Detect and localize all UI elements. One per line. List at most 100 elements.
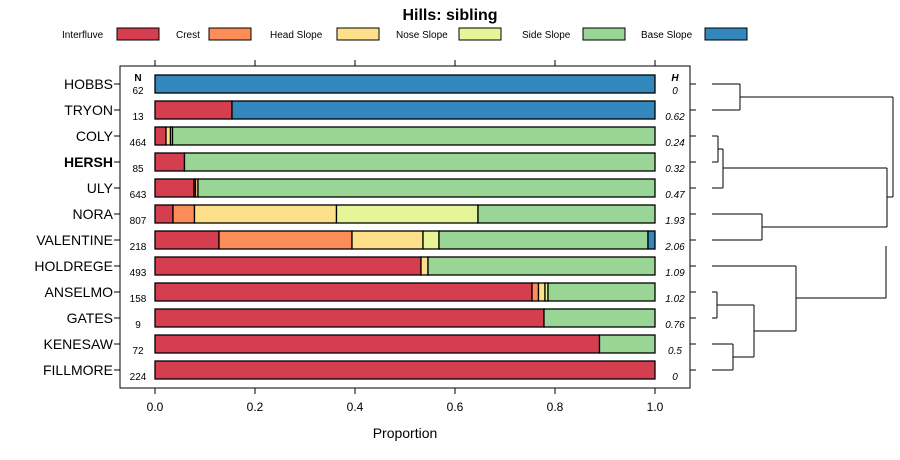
bar-segment-interfluve — [154, 282, 533, 302]
bar-row: ULY 643 0.47 — [87, 178, 685, 201]
h-header: H — [671, 73, 679, 84]
x-tick-label: 0.2 — [247, 400, 264, 414]
row-n: 807 — [130, 216, 147, 227]
row-n: 85 — [132, 164, 144, 175]
row-label: VALENTINE — [36, 232, 113, 248]
row-h: 1.93 — [665, 216, 685, 227]
bar-segment-interfluve — [154, 256, 422, 276]
dendrogram-branch — [723, 167, 888, 228]
row-label: GATES — [67, 310, 113, 326]
row-n: 9 — [135, 320, 141, 331]
row-label: HOLDREGE — [34, 258, 113, 274]
row-h: 1.09 — [665, 268, 685, 279]
plot-frame — [119, 65, 691, 389]
row-label: ANSELMO — [45, 284, 114, 300]
row-n: 464 — [130, 138, 147, 149]
bar-segment-crest — [172, 204, 196, 224]
legend-swatch — [704, 27, 748, 41]
chart-title: Hills: sibling — [402, 7, 497, 24]
row-n: 224 — [130, 372, 147, 383]
bar-segment-interfluve — [154, 152, 186, 172]
row-h: 2.06 — [664, 242, 685, 253]
bar-row: KENESAW 72 0.5 — [44, 334, 682, 357]
bar-segment-side-slope — [477, 204, 656, 224]
dendrogram-branch — [712, 83, 741, 111]
bar-segment-side-slope — [598, 334, 656, 354]
row-h: 0.76 — [665, 320, 685, 331]
dendrogram-branch — [717, 304, 755, 358]
bar-segment-interfluve — [154, 100, 233, 120]
legend-swatch — [336, 27, 380, 41]
bar-row: GATES 9 0.76 — [67, 308, 685, 331]
x-tick-label: 0.0 — [147, 400, 164, 414]
x-axis-label: Proportion — [373, 425, 438, 441]
row-n: 13 — [132, 112, 144, 123]
bar-segment-interfluve — [154, 126, 167, 146]
bar-segment-nose-slope — [422, 230, 440, 250]
x-tick-label: 0.4 — [347, 400, 364, 414]
bar-row: HERSH 85 0.32 — [64, 152, 685, 175]
bar-segment-crest — [531, 282, 540, 302]
bar-row: VALENTINE 218 2.06 — [36, 230, 685, 253]
bar-row: FILLMORE 224 0 — [43, 360, 678, 383]
bar-segment-head-slope — [537, 282, 546, 302]
x-axis: 0.0 0.2 0.4 0.6 0.8 1.0 — [114, 60, 696, 414]
x-tick-label: 0.6 — [447, 400, 464, 414]
dendrogram-branch — [796, 246, 887, 299]
legend-swatch — [582, 27, 626, 41]
row-n: 62 — [132, 86, 144, 97]
dendrogram-branch — [712, 343, 734, 371]
legend-swatch — [458, 27, 502, 41]
bar-row: ANSELMO 158 1.02 — [45, 282, 685, 305]
legend-label: Side Slope — [522, 30, 571, 41]
bar-segment-interfluve — [154, 204, 174, 224]
row-h: 1.02 — [665, 294, 685, 305]
bar-segment-interfluve — [154, 334, 601, 354]
row-h: 0.47 — [665, 190, 685, 201]
row-label: HOBBS — [64, 76, 113, 92]
bar-segment-base-slope — [647, 230, 656, 250]
bar-segment-side-slope — [543, 308, 656, 328]
dendrogram-branch — [740, 96, 894, 198]
bar-segment-side-slope — [171, 126, 656, 146]
row-label: KENESAW — [44, 336, 114, 352]
dendrogram-branch — [712, 291, 718, 319]
row-label: NORA — [73, 206, 114, 222]
dendrogram-branch — [712, 135, 719, 163]
row-label: ULY — [87, 180, 114, 196]
legend: Interfluve Crest Head Slope Nose Slope Side … — [62, 27, 748, 41]
row-label: HERSH — [64, 154, 113, 170]
row-h: 0.5 — [668, 346, 682, 357]
bar-row: NORA 807 1.93 — [73, 204, 685, 227]
row-label: TRYON — [64, 102, 113, 118]
legend-label: Head Slope — [270, 30, 323, 41]
row-label: FILLMORE — [43, 362, 113, 378]
bar-segment-head-slope — [351, 230, 424, 250]
bar-segment-side-slope — [438, 230, 649, 250]
bar-row: COLY 464 0.24 — [76, 126, 685, 149]
legend-label: Base Slope — [641, 30, 693, 41]
n-header: N — [134, 73, 141, 84]
legend-label: Crest — [176, 30, 200, 41]
row-h: 0.24 — [665, 138, 685, 149]
row-n: 72 — [132, 346, 144, 357]
legend-swatch — [116, 27, 160, 41]
bar-segment-interfluve — [154, 360, 656, 380]
x-tick-label: 1.0 — [647, 400, 664, 414]
legend-swatch — [208, 27, 252, 41]
dendrogram-branch — [712, 213, 763, 241]
row-n: 158 — [130, 294, 147, 305]
legend-label: Interfluve — [62, 30, 104, 41]
row-n: 218 — [130, 242, 147, 253]
row-h: 0.32 — [665, 164, 685, 175]
bar-row: TRYON 13 0.62 — [64, 100, 685, 123]
bar-segment-side-slope — [197, 178, 656, 198]
row-n: 643 — [130, 190, 147, 201]
legend-label: Nose Slope — [396, 30, 448, 41]
bar-segment-base-slope — [154, 74, 656, 94]
bar-row: HOBBS 62 0 — [64, 74, 678, 97]
bar-segment-nose-slope — [335, 204, 479, 224]
row-h: 0.62 — [665, 112, 685, 123]
bar-segment-side-slope — [547, 282, 656, 302]
bar-segment-head-slope — [420, 256, 429, 276]
